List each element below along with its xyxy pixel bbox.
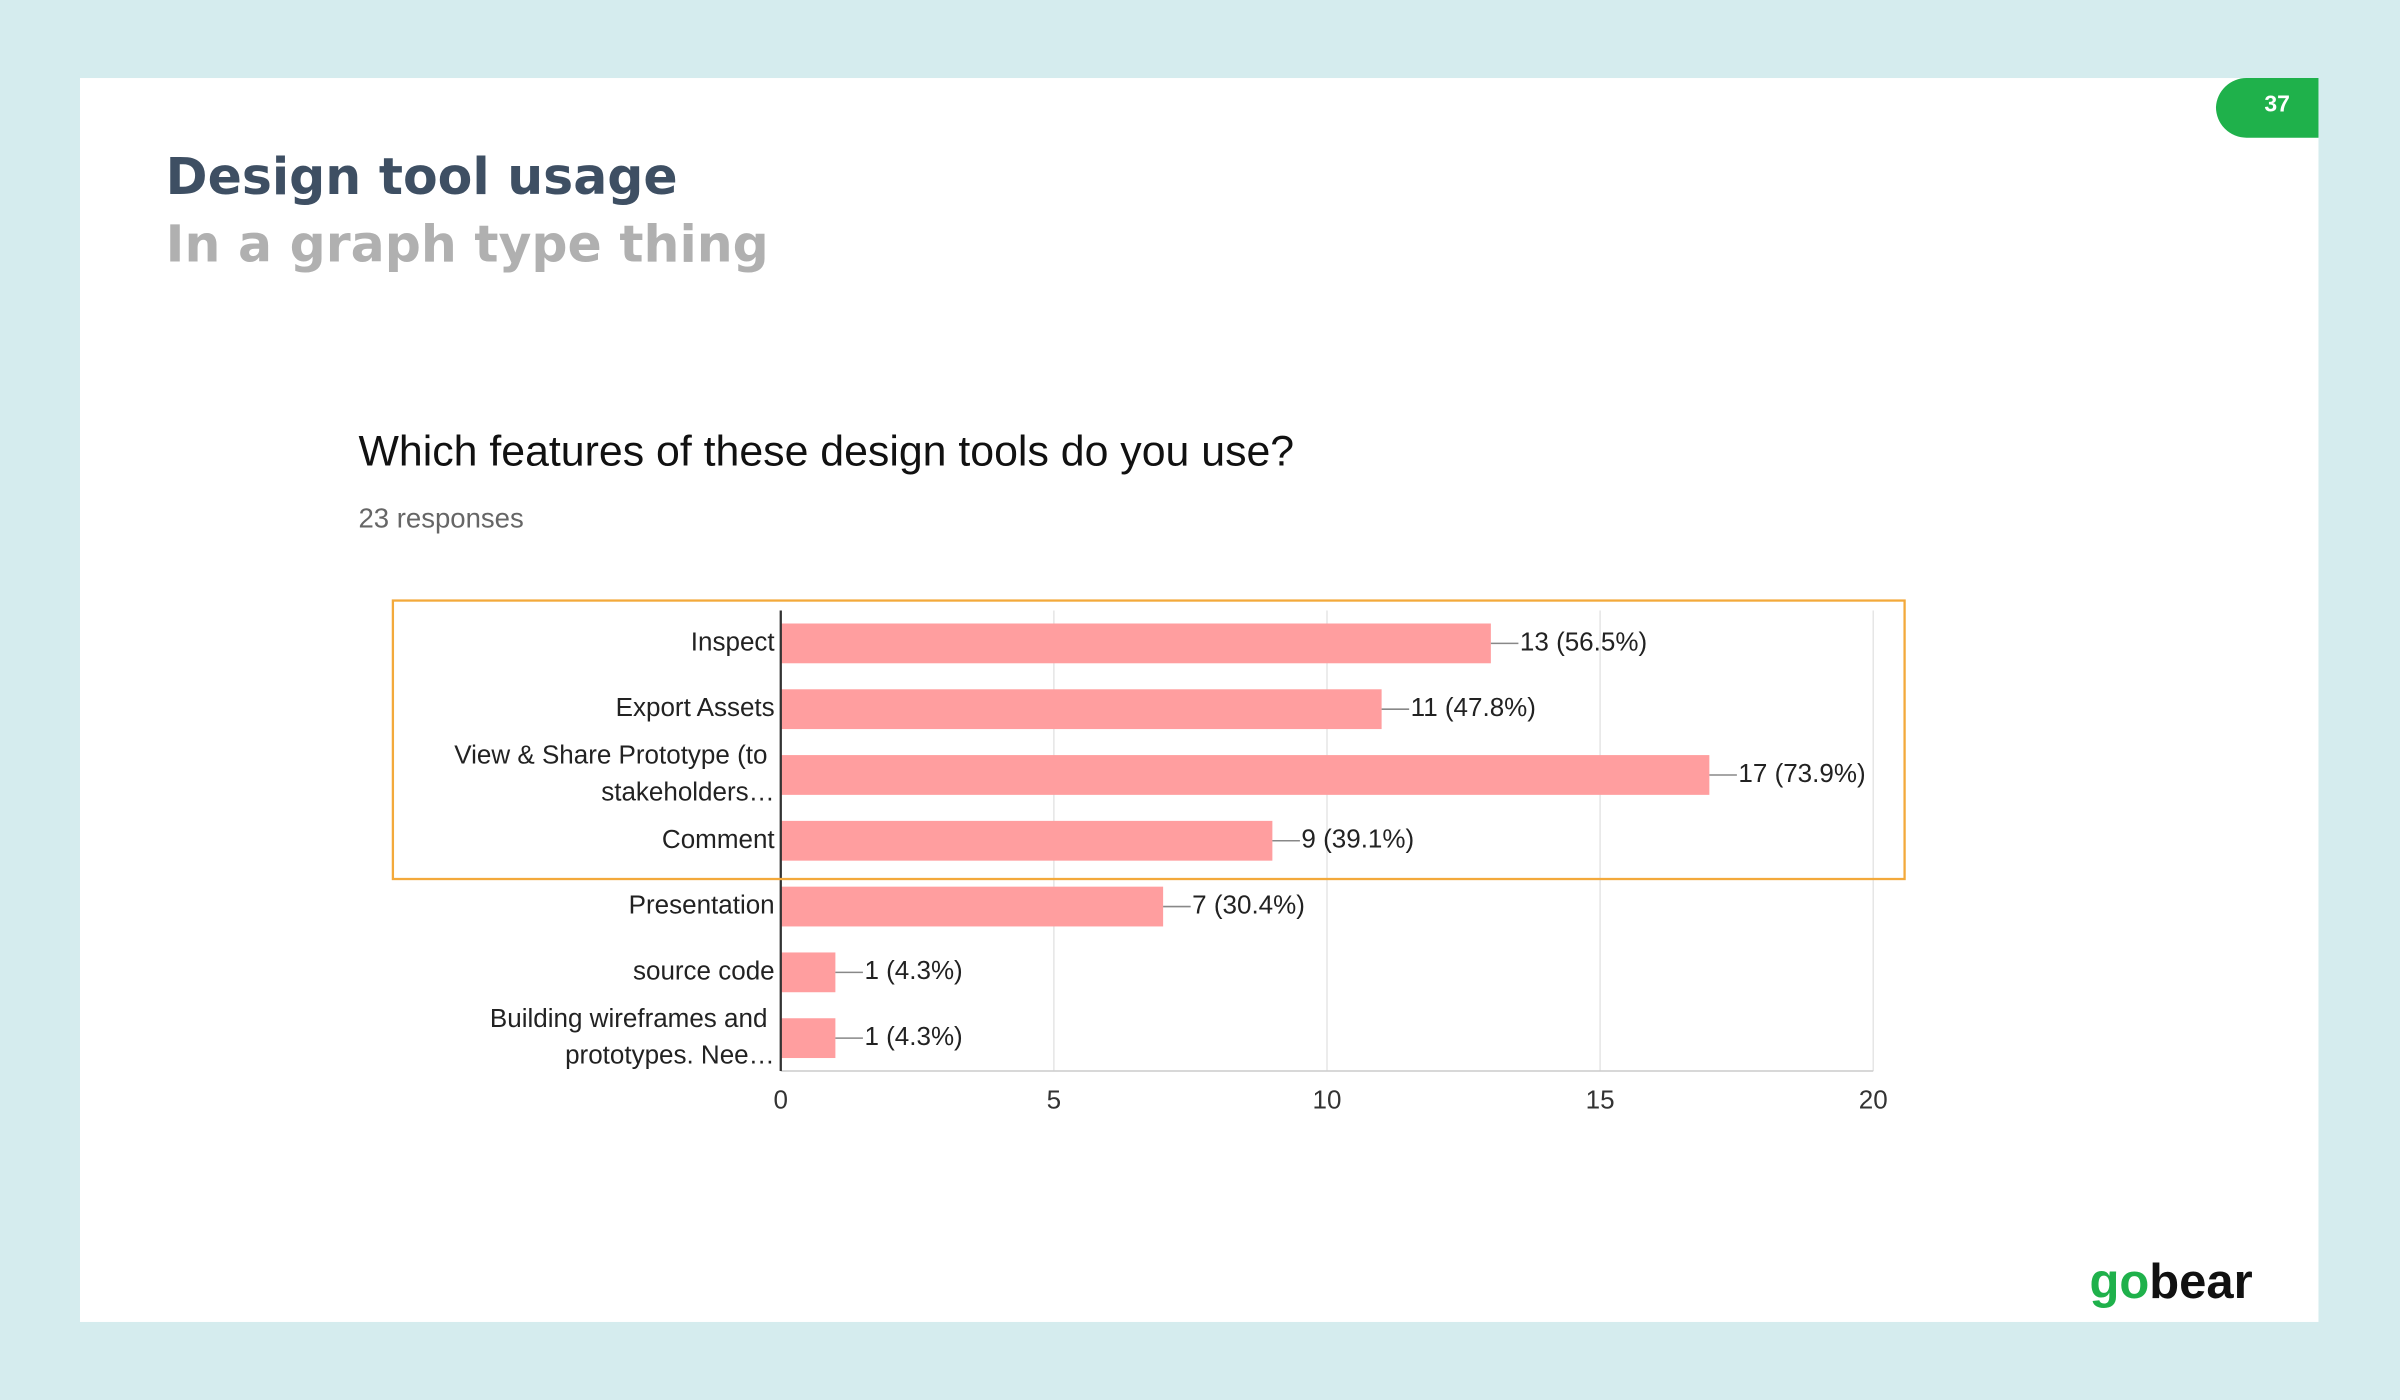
value-label: 17 (73.9%) <box>1738 758 1865 788</box>
y-tick-label: Inspect <box>691 626 776 656</box>
value-label: 7 (30.4%) <box>1192 889 1305 919</box>
chart-title: Which features of these design tools do … <box>358 428 1294 476</box>
y-tick-label: Building wireframes and prototypes. Nee… <box>490 1003 775 1070</box>
slide-subtitle: In a graph type thing <box>166 214 769 273</box>
y-tick-label: source code <box>633 955 775 985</box>
label-line: Export Assets <box>616 692 775 722</box>
bar <box>780 755 1710 795</box>
label-line: Comment <box>662 824 775 854</box>
label-line: Presentation <box>629 889 775 919</box>
y-tick-label: Export Assets <box>616 692 775 722</box>
bar <box>780 952 836 993</box>
y-tick-label: View & Share Prototype (to stakeholders… <box>454 739 774 806</box>
slide-title: Design tool usage <box>166 147 678 206</box>
value-label: 13 (56.5%) <box>1520 626 1647 656</box>
logo-bear: bear <box>2149 1255 2252 1309</box>
label-line: prototypes. Nee… <box>565 1039 775 1069</box>
x-tick-label: 20 <box>1859 1085 1888 1115</box>
value-label: 11 (47.8%) <box>1411 692 1536 722</box>
y-tick-label: Comment <box>662 824 775 854</box>
x-tick-label: 0 <box>774 1085 788 1115</box>
x-tick-label: 10 <box>1313 1085 1342 1115</box>
highlight-box <box>391 599 1906 881</box>
plot: 0 5 10 15 20 Inspect 13 (56.5%) Export Assets 11… <box>454 610 1888 1115</box>
value-label: 1 (4.3%) <box>864 1021 962 1051</box>
y-tick-label: Presentation <box>629 889 775 919</box>
value-label: 9 (39.1%) <box>1301 824 1414 854</box>
label-line: Building wireframes and <box>490 1003 775 1033</box>
bar <box>780 1018 836 1059</box>
label-line: View & Share Prototype (to <box>454 739 774 769</box>
bar <box>780 886 1164 927</box>
label-line: Inspect <box>691 626 776 656</box>
x-tick-label: 15 <box>1586 1085 1615 1115</box>
logo-go: go <box>2089 1255 2149 1309</box>
value-label: 1 (4.3%) <box>864 955 962 985</box>
logo: gobear <box>2089 1255 2252 1309</box>
label-line: stakeholders… <box>601 776 774 806</box>
slide-number: 37 <box>2264 91 2290 117</box>
label-line: source code <box>633 955 775 985</box>
bar <box>780 623 1491 664</box>
bar <box>780 689 1382 730</box>
slide-badge <box>2215 78 2319 138</box>
chart-subtitle: 23 responses <box>358 502 523 533</box>
bar <box>780 820 1273 861</box>
x-tick-label: 5 <box>1047 1085 1061 1115</box>
